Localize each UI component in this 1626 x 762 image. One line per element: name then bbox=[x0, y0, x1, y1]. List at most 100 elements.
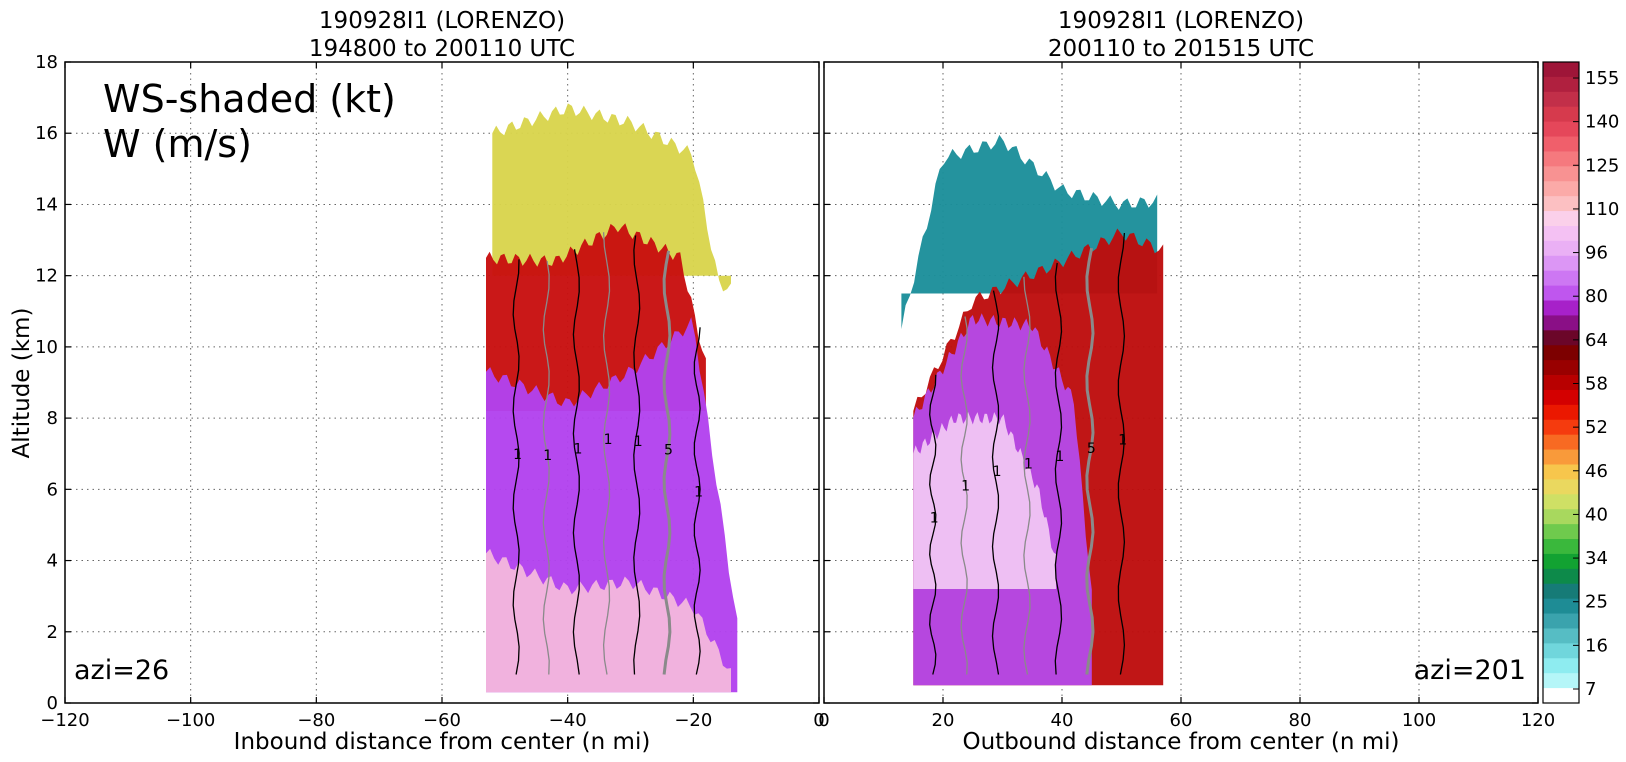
contour-line-positive bbox=[1054, 262, 1063, 675]
colorbar-cell bbox=[1543, 345, 1579, 361]
y-tick-label: 8 bbox=[47, 408, 58, 429]
y-tick-label: 14 bbox=[35, 194, 58, 215]
colorbar-cell bbox=[1543, 479, 1579, 495]
contour-label: 1 bbox=[961, 478, 970, 494]
w-annotation-line2: W (m/s) bbox=[103, 122, 252, 166]
contour-label: 1 bbox=[1024, 457, 1033, 473]
x-tick-label: 120 bbox=[1521, 710, 1555, 731]
colorbar-label: 34 bbox=[1585, 548, 1608, 569]
y-tick-label: 2 bbox=[47, 622, 58, 643]
colorbar-cell bbox=[1543, 330, 1579, 346]
shade-region-top bbox=[492, 103, 731, 292]
colorbar-cell bbox=[1543, 375, 1579, 391]
colorbar-label: 110 bbox=[1585, 199, 1619, 220]
colorbar-cell bbox=[1543, 300, 1579, 316]
colorbar-cell bbox=[1543, 360, 1579, 376]
colorbar-cell bbox=[1543, 240, 1579, 257]
colorbar-cell bbox=[1543, 568, 1579, 585]
left-title-line2: 194800 to 200110 UTC bbox=[309, 36, 575, 62]
colorbar-cell bbox=[1543, 643, 1579, 659]
contour-label: 1 bbox=[1118, 433, 1127, 449]
colorbar-label: 64 bbox=[1585, 330, 1608, 351]
colorbar-cell bbox=[1543, 404, 1579, 421]
x-tick-label: 80 bbox=[1289, 710, 1312, 731]
x-tick-label: −40 bbox=[549, 710, 587, 731]
colorbar-cell bbox=[1543, 151, 1579, 167]
colorbar-cell bbox=[1543, 106, 1579, 123]
colorbar-label: 7 bbox=[1585, 679, 1596, 700]
colorbar-cell bbox=[1543, 673, 1579, 689]
colorbar-label: 140 bbox=[1585, 112, 1619, 133]
y-tick-label: 0 bbox=[47, 693, 58, 714]
colorbar-cell bbox=[1543, 225, 1579, 242]
colorbar-cell bbox=[1543, 285, 1579, 301]
contour-line-negative bbox=[1085, 247, 1095, 675]
contour-line-negative bbox=[1023, 276, 1031, 675]
colorbar-label: 155 bbox=[1585, 68, 1619, 89]
colorbar-cell bbox=[1543, 434, 1579, 450]
y-tick-label: 16 bbox=[35, 123, 58, 144]
contour-line-positive bbox=[1117, 232, 1126, 675]
colorbar-cell bbox=[1543, 62, 1579, 78]
right-title-line2: 200110 to 201515 UTC bbox=[1048, 36, 1314, 62]
colorbar-cell bbox=[1543, 196, 1579, 212]
colorbar-cell bbox=[1543, 389, 1579, 406]
left-title-line1: 190928I1 (LORENZO) bbox=[319, 8, 565, 34]
contour-label: 5 bbox=[664, 442, 673, 458]
left-ylabel: Altitude (km) bbox=[9, 308, 35, 459]
colorbar: 155 140 125 110 96 80 64 58 52 46 40 34 25 16 7 bbox=[1542, 61, 1619, 704]
colorbar-cell bbox=[1543, 91, 1579, 108]
contour-line-positive bbox=[693, 327, 701, 675]
contour-line-positive bbox=[633, 235, 641, 675]
colorbar-label: 52 bbox=[1585, 417, 1608, 438]
shade-region-light bbox=[913, 411, 1056, 589]
colorbar-cell bbox=[1543, 464, 1579, 480]
contour-line-negative bbox=[542, 260, 550, 675]
y-tick-label: 10 bbox=[35, 337, 58, 358]
contour-label: 5 bbox=[1087, 441, 1096, 457]
x-tick-label: −20 bbox=[674, 710, 712, 731]
colorbar-cell bbox=[1543, 539, 1579, 555]
colorbar-label: 16 bbox=[1585, 635, 1608, 656]
contour-line-positive bbox=[572, 249, 580, 675]
right-ticks: 0 20 40 60 80 100 120 bbox=[818, 61, 1555, 731]
colorbar-cells bbox=[1543, 62, 1579, 704]
contour-label: 1 bbox=[573, 441, 582, 457]
colorbar-cell bbox=[1543, 598, 1579, 614]
left-ticks: −120 −100 −80 −60 −40 −20 0 0 2 4 6 8 10 12 14 16 18 bbox=[35, 52, 825, 731]
right-azi-label: azi=201 bbox=[1414, 655, 1526, 686]
contour-label: 1 bbox=[930, 510, 939, 526]
left-panel: 190928I1 (LORENZO) 194800 to 200110 UTC … bbox=[9, 8, 825, 755]
y-tick-label: 4 bbox=[47, 551, 58, 572]
ws-annotation-line1: WS-shaded (kt) bbox=[103, 77, 396, 121]
x-tick-label: 40 bbox=[1051, 710, 1074, 731]
colorbar-label: 96 bbox=[1585, 243, 1608, 264]
contour-line-negative bbox=[960, 316, 968, 675]
contour-line-negative bbox=[662, 250, 672, 675]
left-xlabel: Inbound distance from center (n mi) bbox=[234, 729, 651, 755]
colorbar-cell bbox=[1543, 658, 1579, 674]
colorbar-frame bbox=[1542, 61, 1580, 704]
colorbar-label: 46 bbox=[1585, 461, 1608, 482]
left-w-contours: 1 1 1 1 1 5 1 bbox=[512, 232, 703, 675]
contour-label: 1 bbox=[694, 484, 703, 500]
right-wind-speed-shading bbox=[901, 134, 1164, 686]
colorbar-cell bbox=[1543, 524, 1579, 540]
colorbar-cell bbox=[1543, 121, 1579, 137]
x-tick-label: 20 bbox=[932, 710, 955, 731]
contour-line-positive bbox=[929, 374, 937, 675]
colorbar-cell bbox=[1543, 509, 1579, 525]
colorbar-cell bbox=[1543, 494, 1579, 510]
colorbar-cell bbox=[1543, 688, 1579, 704]
contour-label: 1 bbox=[543, 448, 552, 464]
left-azi-label: azi=26 bbox=[74, 655, 169, 686]
y-tick-label: 18 bbox=[35, 52, 58, 73]
right-w-contours: 1 1 1 1 1 5 1 bbox=[929, 232, 1127, 675]
contour-line-positive bbox=[512, 259, 520, 675]
colorbar-label: 25 bbox=[1585, 592, 1608, 613]
colorbar-label: 80 bbox=[1585, 286, 1608, 307]
x-tick-label: 0 bbox=[818, 710, 829, 731]
colorbar-cell bbox=[1543, 583, 1579, 600]
right-title-line1: 190928I1 (LORENZO) bbox=[1058, 8, 1304, 34]
x-tick-label: 100 bbox=[1402, 710, 1436, 731]
